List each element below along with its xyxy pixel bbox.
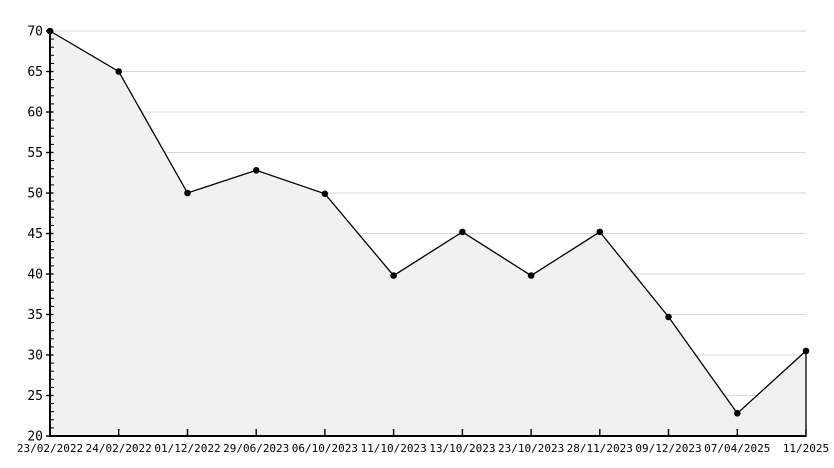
x-tick-label: 28/11/2023: [567, 442, 633, 455]
y-tick-label: 25: [27, 389, 43, 404]
x-tick-label: 06/10/2023: [292, 442, 358, 455]
data-markers: [46, 27, 810, 417]
y-ticks: [46, 30, 54, 437]
x-tick-label: 07/04/2025: [704, 442, 770, 455]
y-tick-label: 70: [27, 25, 43, 40]
y-tick-label: 20: [27, 430, 43, 445]
x-tick-label: 09/12/2023: [635, 442, 701, 455]
data-point-marker: [802, 347, 810, 355]
x-tick-label: 13/10/2023: [429, 442, 495, 455]
y-tick-label: 55: [27, 146, 43, 161]
x-ticks: [49, 429, 807, 437]
y-tick-label: 35: [27, 308, 43, 323]
data-point-marker: [390, 272, 397, 279]
y-tick-label: 60: [27, 106, 43, 121]
y-tick-label: 30: [27, 349, 43, 364]
x-tick-labels: 23/02/2022 24/02/2022 01/12/2022 29/06/2023…: [17, 442, 829, 455]
data-point-marker: [321, 190, 329, 198]
data-point-marker: [596, 228, 604, 236]
y-tick-label: 50: [27, 187, 43, 202]
y-tick-label: 65: [27, 65, 43, 80]
x-tick-label: 01/12/2022: [154, 442, 220, 455]
x-tick-label: 23/02/2022: [17, 442, 83, 455]
y-tick-label: 40: [27, 268, 43, 283]
y-tick-labels: 20 25 30 35 40 45 50 55 60 65 70: [27, 25, 43, 445]
x-tick-label: 11/10/2023: [360, 442, 426, 455]
x-tick-label: 23/10/2023: [498, 442, 564, 455]
x-tick-label: 11/2025: [783, 442, 829, 455]
y-tick-label: 45: [27, 227, 43, 242]
x-tick-label: 29/06/2023: [223, 442, 289, 455]
data-point-marker: [527, 272, 535, 279]
data-point-marker: [734, 410, 741, 417]
data-point-marker: [665, 313, 672, 321]
data-point-marker: [115, 68, 122, 75]
data-point-marker: [459, 228, 466, 236]
data-point-marker: [184, 189, 191, 197]
area-fill: [50, 31, 806, 436]
x-tick-label: 24/02/2022: [86, 442, 152, 455]
data-point-marker: [252, 167, 260, 174]
